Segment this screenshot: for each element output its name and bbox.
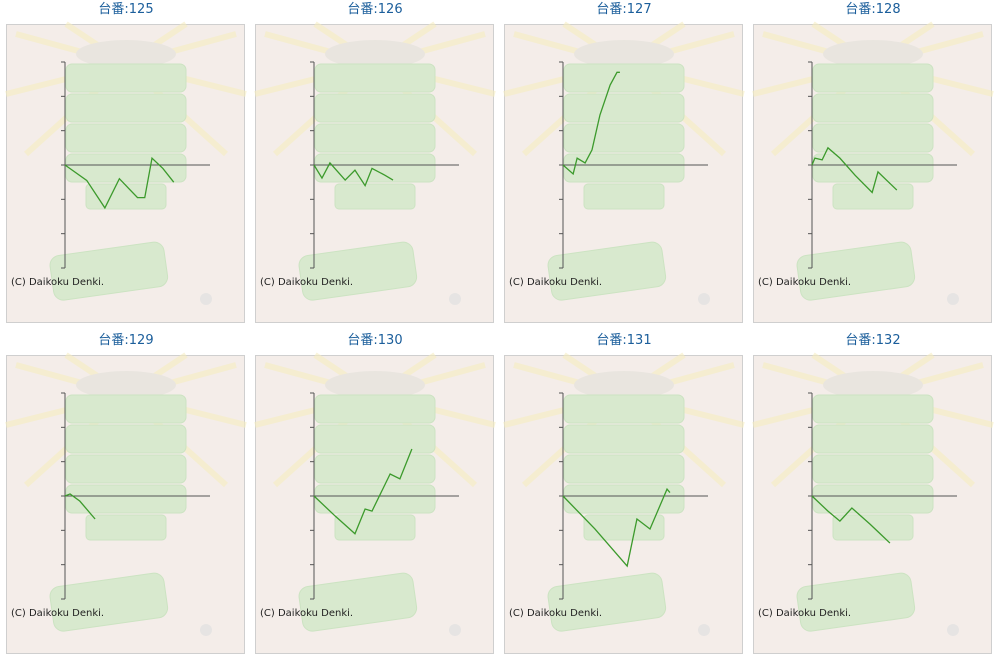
copyright: (C) Daikoku Denki. (509, 608, 602, 619)
data-line (64, 493, 96, 520)
copyright: (C) Daikoku Denki. (260, 277, 353, 288)
chart-title: 台番:132 (845, 333, 900, 348)
chart-panel: 台番:126 (C) Daikoku Denki. (255, 2, 495, 323)
chart-panel: 台番:132 (C) Daikoku Denki. (753, 333, 993, 654)
copyright: (C) Daikoku Denki. (11, 608, 104, 619)
copyright: (C) Daikoku Denki. (509, 277, 602, 288)
chart-title: 台番:131 (596, 333, 651, 348)
data-line (811, 146, 898, 194)
copyright: (C) Daikoku Denki. (758, 608, 851, 619)
chart-title: 台番:126 (347, 2, 402, 17)
data-line (562, 71, 620, 176)
chart-title: 台番:128 (845, 2, 900, 17)
copyright: (C) Daikoku Denki. (11, 277, 104, 288)
chart-panel: 台番:128 (C) Daikoku Denki. (753, 2, 993, 323)
data-line (64, 156, 175, 210)
data-line (562, 487, 671, 568)
copyright: (C) Daikoku Denki. (260, 608, 353, 619)
data-line (313, 448, 413, 535)
chart-title: 台番:130 (347, 333, 402, 348)
chart-panel: 台番:131 (C) Daikoku Denki. (504, 333, 744, 654)
chart-panel: 台番:125 (C) Daikoku Denki. (6, 2, 246, 323)
copyright: (C) Daikoku Denki. (758, 277, 851, 288)
chart-panel: 台番:130 (C) Daikoku Denki. (255, 333, 495, 654)
chart-title: 台番:129 (98, 333, 153, 348)
data-line (811, 495, 891, 544)
chart-panel: 台番:129 (C) Daikoku Denki. (6, 333, 246, 654)
chart-panel: 台番:127 (C) Daikoku Denki. (504, 2, 744, 323)
chart-title: 台番:125 (98, 2, 153, 17)
data-line (313, 161, 394, 187)
chart-title: 台番:127 (596, 2, 651, 17)
